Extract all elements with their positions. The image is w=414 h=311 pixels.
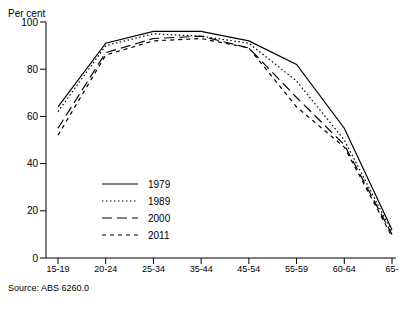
svg-text:2000: 2000 [148,213,171,224]
svg-text:35-44: 35-44 [190,264,213,274]
svg-text:80: 80 [27,64,39,75]
svg-text:20: 20 [27,205,39,216]
svg-text:0: 0 [32,253,38,264]
svg-text:45-54: 45-54 [237,264,260,274]
svg-text:40: 40 [27,158,39,169]
svg-text:1979: 1979 [148,179,171,190]
svg-text:60-64: 60-64 [333,264,356,274]
svg-text:100: 100 [21,17,38,28]
svg-text:2011: 2011 [148,230,170,241]
svg-text:60: 60 [27,111,39,122]
svg-text:55-59: 55-59 [285,264,308,274]
svg-text:1989: 1989 [148,196,171,207]
svg-text:20-24: 20-24 [94,264,117,274]
svg-text:15-19: 15-19 [46,264,69,274]
svg-text:65-: 65- [385,264,398,274]
html-text:Source: ABS 6260.0: Source: ABS 6260.0 [8,283,90,293]
svg-text:25-34: 25-34 [142,264,165,274]
html-text:Per cent: Per cent [8,8,46,19]
